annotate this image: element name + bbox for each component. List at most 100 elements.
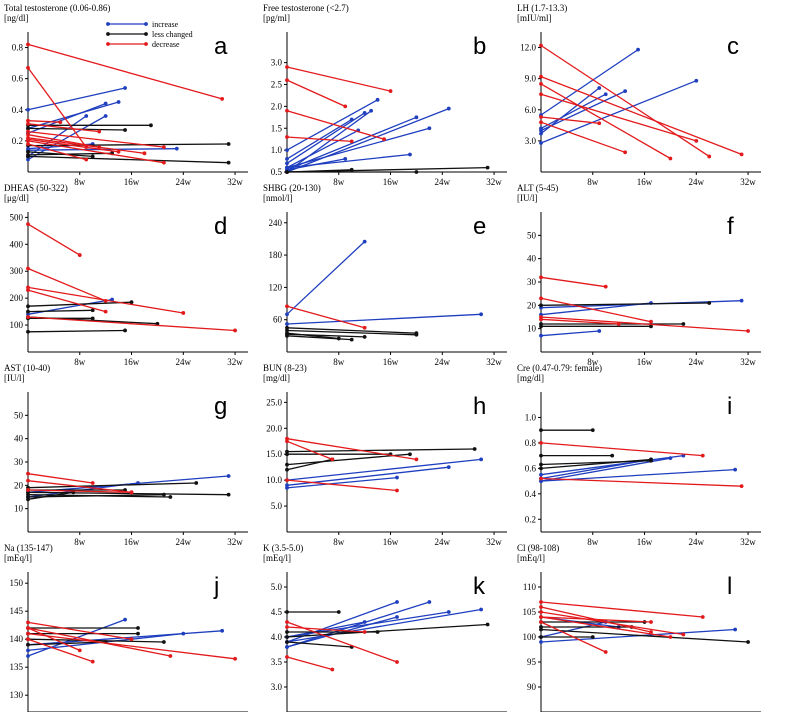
data-point: [285, 620, 289, 624]
data-point: [174, 146, 179, 151]
data-point: [388, 89, 393, 93]
data-point: [446, 465, 451, 470]
series-line-decrease: [27, 123, 100, 133]
data-point: [446, 610, 451, 614]
panel-unit: [pg/ml]: [263, 13, 290, 23]
data-point: [707, 301, 712, 305]
data-point: [26, 285, 30, 290]
y-tick-label: 100: [523, 632, 537, 642]
series-line-increase: [540, 458, 652, 480]
series-line-increase: [286, 158, 346, 171]
data-point: [649, 457, 653, 462]
data-point: [539, 131, 543, 136]
data-point: [226, 160, 231, 165]
y-tick-label: 0.5: [271, 167, 283, 177]
series-line-less-changed: [27, 491, 229, 496]
data-point: [733, 467, 738, 472]
legend-label: decrease: [152, 40, 180, 49]
x-tick-label: 32w: [486, 177, 502, 187]
y-tick-label: 40: [527, 254, 537, 264]
y-tick-label: 3.0: [271, 682, 283, 692]
series-line-less-changed: [27, 309, 93, 313]
data-point: [479, 457, 484, 462]
series-line-increase: [286, 127, 430, 169]
data-point: [539, 74, 543, 79]
series-line-decrease: [27, 632, 236, 660]
y-tick-label: 0.6: [525, 463, 537, 473]
data-point: [623, 89, 628, 94]
panel-title: LH (1.7-13.3): [517, 3, 567, 13]
y-tick-label: 10: [14, 504, 24, 514]
y-tick-label: 130: [10, 690, 24, 700]
x-tick-label: 24w: [435, 537, 451, 547]
data-point: [26, 126, 30, 131]
x-tick-label: 24w: [176, 537, 192, 547]
data-point: [285, 467, 289, 472]
y-tick-label: 0.4: [12, 105, 24, 115]
data-point: [362, 630, 367, 634]
data-point: [149, 123, 153, 128]
y-tick-label: 120: [269, 282, 283, 292]
series-line-less-changed: [286, 329, 417, 336]
data-point: [161, 160, 166, 165]
series-line-decrease: [540, 121, 626, 153]
panel-letter: e: [473, 213, 486, 240]
data-point: [694, 138, 699, 143]
data-point: [362, 620, 367, 624]
data-point: [26, 121, 30, 126]
data-point: [668, 156, 673, 161]
data-point: [285, 462, 289, 467]
panel-letter: b: [473, 33, 486, 60]
series-line-less-changed: [27, 143, 229, 147]
data-point: [539, 620, 543, 624]
y-tick-label: 0.2: [12, 136, 23, 146]
data-point: [116, 149, 121, 154]
panel-g: AST (10-40)[IU/l] 10 20 30 40 50 8w 16w 24w 32w g: [4, 363, 248, 547]
series-line-increase: [286, 110, 372, 173]
data-point: [285, 655, 289, 659]
series-line-decrease: [27, 223, 81, 256]
series-line-decrease: [27, 134, 100, 148]
series-line-increase: [540, 457, 671, 482]
data-point: [26, 478, 30, 483]
data-point: [226, 142, 231, 146]
data-point: [539, 92, 543, 97]
panel-unit: [mIU/ml]: [517, 13, 552, 23]
series-line-less-changed: [27, 491, 74, 500]
data-point: [739, 484, 744, 489]
series-line-decrease: [540, 442, 703, 457]
data-point: [539, 476, 543, 481]
data-point: [362, 325, 367, 330]
y-tick-label: 60: [273, 315, 283, 325]
data-point: [479, 312, 484, 317]
data-point: [161, 640, 166, 644]
panel-d: DHEAS (50-322)[μg/dl] 100 200 300 400 500 8w 16…: [4, 183, 248, 367]
data-point: [26, 637, 30, 642]
y-tick-label: 4.5: [271, 607, 283, 617]
series-line-less-changed: [286, 335, 352, 341]
data-point: [746, 329, 750, 333]
data-point: [84, 157, 89, 162]
series-line-decrease: [286, 626, 365, 633]
panel-k: K (3.5-5.0)[mEq/l]3.03.54.04.55.08w16w24…: [263, 543, 507, 712]
data-point: [590, 635, 595, 639]
data-point: [395, 600, 399, 604]
y-tick-label: 50: [527, 230, 537, 240]
data-point: [90, 316, 95, 321]
data-point: [395, 475, 399, 480]
panel-letter: c: [727, 33, 739, 60]
x-tick-label: 8w: [333, 537, 345, 547]
data-point: [597, 86, 602, 90]
series-line-decrease: [27, 316, 236, 332]
data-point: [26, 132, 30, 137]
data-point: [90, 308, 95, 313]
data-point: [375, 97, 380, 102]
data-point: [97, 129, 102, 134]
series-line-increase: [540, 90, 626, 132]
series-line-decrease: [286, 305, 365, 329]
series-line-less-changed: [286, 448, 475, 453]
data-point: [285, 478, 289, 483]
series-line-increase: [540, 454, 684, 476]
data-point: [285, 322, 289, 326]
